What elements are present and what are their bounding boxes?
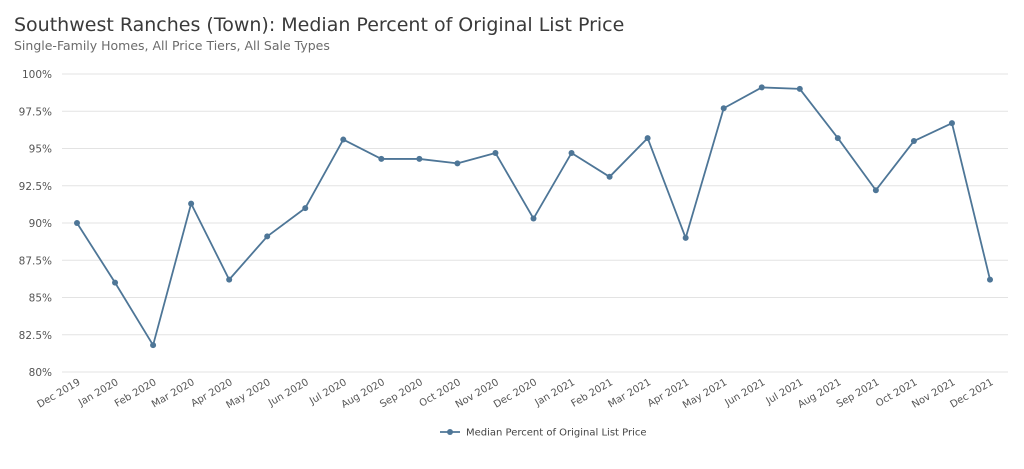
x-tick-label: Jun 2020 — [266, 377, 311, 409]
x-tick-label: Aug 2021 — [796, 377, 843, 411]
data-point[interactable] — [720, 105, 727, 112]
data-point[interactable] — [530, 215, 537, 222]
grid-lines — [62, 73, 1008, 373]
data-point[interactable] — [568, 149, 575, 156]
data-point[interactable] — [264, 233, 271, 240]
data-point[interactable] — [302, 205, 309, 212]
x-tick-label: Sep 2021 — [835, 377, 882, 410]
chart-subtitle: Single-Family Homes, All Price Tiers, Al… — [14, 38, 330, 53]
x-tick-label: Dec 2019 — [35, 377, 82, 411]
data-point[interactable] — [606, 173, 613, 180]
y-tick-label: 90% — [29, 218, 52, 230]
y-tick-label: 85% — [29, 293, 52, 305]
y-tick-label: 92.5% — [19, 181, 52, 193]
x-tick-label: Dec 2021 — [948, 377, 995, 411]
data-point[interactable] — [987, 276, 993, 283]
data-point[interactable] — [150, 342, 157, 349]
legend-label: Median Percent of Original List Price — [466, 428, 647, 439]
data-point[interactable] — [682, 234, 689, 241]
data-point[interactable] — [378, 155, 385, 162]
data-point[interactable] — [834, 135, 841, 142]
legend-marker-icon — [447, 429, 453, 435]
data-point[interactable] — [74, 220, 80, 226]
x-tick-label: Aug 2020 — [340, 377, 387, 411]
series-group — [74, 84, 993, 349]
x-tick-label: Dec 2020 — [492, 377, 539, 411]
y-tick-label: 97.5% — [19, 106, 52, 118]
x-tick-label: Sep 2020 — [378, 377, 425, 410]
data-point[interactable] — [112, 279, 119, 286]
data-point[interactable] — [226, 276, 233, 283]
chart-title: Southwest Ranches (Town): Median Percent… — [14, 14, 625, 36]
data-point[interactable] — [644, 135, 651, 142]
legend[interactable]: Median Percent of Original List Price — [440, 428, 647, 439]
data-point[interactable] — [796, 85, 803, 92]
data-point[interactable] — [454, 160, 461, 167]
data-point[interactable] — [948, 120, 955, 127]
y-tick-label: 87.5% — [19, 255, 52, 267]
data-point[interactable] — [872, 187, 879, 194]
data-point[interactable] — [910, 138, 917, 145]
data-point[interactable] — [758, 84, 765, 91]
data-point[interactable] — [416, 155, 423, 162]
x-tick-label: Jan 2020 — [76, 377, 121, 409]
y-tick-label: 82.5% — [19, 330, 52, 342]
x-tick-label: Jun 2021 — [723, 377, 768, 409]
x-tick-label: Jan 2021 — [533, 377, 578, 409]
y-axis-ticks: 80% 82.5% 85% 87.5% 90% 92.5% 95% 97.5% 100% — [19, 69, 52, 379]
data-point[interactable] — [188, 200, 195, 207]
y-tick-label: 100% — [22, 69, 52, 81]
x-tick-label: Mar 2021 — [606, 377, 653, 410]
y-tick-label: 80% — [29, 367, 52, 379]
y-tick-label: 95% — [29, 144, 52, 156]
data-point[interactable] — [340, 136, 347, 143]
x-tick-label: Mar 2020 — [150, 377, 197, 410]
data-point[interactable] — [492, 149, 499, 156]
